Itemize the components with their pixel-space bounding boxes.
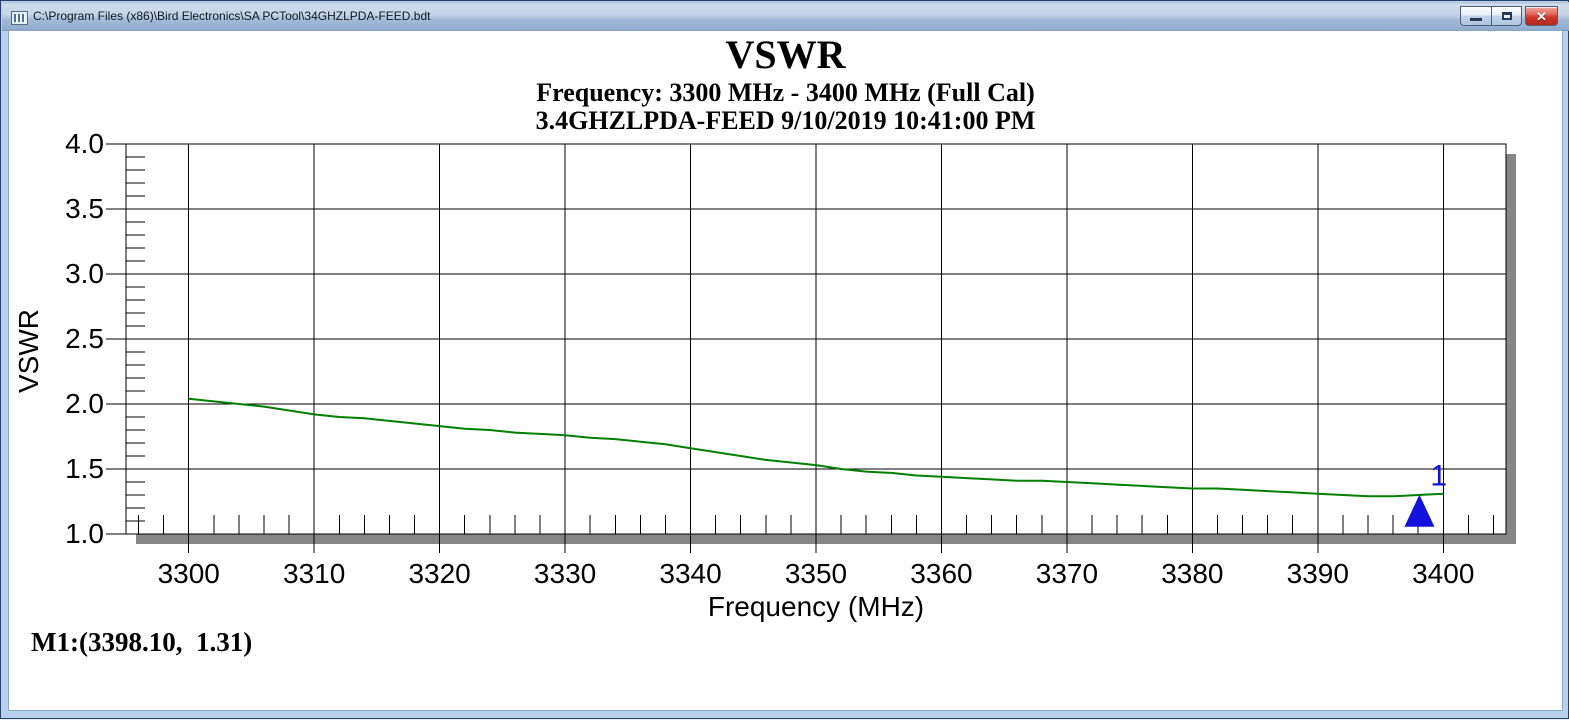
window-title: C:\Program Files (x86)\Bird Electronics\… <box>33 9 431 23</box>
x-axis-title: Frequency (MHz) <box>707 591 925 622</box>
document-icon <box>11 11 28 25</box>
y-tick-label: 1.5 <box>65 453 104 484</box>
x-tick-label: 3360 <box>910 558 973 589</box>
close-icon: ✕ <box>1536 8 1547 24</box>
x-tick-label: 3330 <box>533 558 597 589</box>
x-tick-label: 3350 <box>784 558 848 589</box>
x-tick-label: 3320 <box>408 558 471 589</box>
y-tick-label: 3.5 <box>65 193 104 224</box>
marker-triangle[interactable] <box>1404 494 1435 527</box>
x-tick-label: 3300 <box>157 558 220 589</box>
x-tick-label: 3310 <box>283 558 346 589</box>
y-tick-label: 2.5 <box>65 323 104 354</box>
x-tick-label: 3340 <box>659 558 722 589</box>
chart-subtitle-file: 3.4GHZLPDA-FEED 9/10/2019 10:41:00 PM <box>535 106 1036 135</box>
y-tick-label: 3.0 <box>65 258 104 289</box>
y-axis-title: VSWR <box>13 309 44 393</box>
close-button[interactable]: ✕ <box>1525 6 1558 26</box>
restore-button[interactable] <box>1491 6 1522 26</box>
chart-subtitle-frequency: Frequency: 3300 MHz - 3400 MHz (Full Cal… <box>536 78 1035 107</box>
y-tick-label: 2.0 <box>65 388 104 419</box>
minimize-icon <box>1470 17 1482 21</box>
marker-readout: M1:(3398.10, 1.31) <box>31 627 253 657</box>
x-tick-label: 3390 <box>1286 558 1349 589</box>
x-tick-label: 3400 <box>1412 558 1475 589</box>
vswr-trace <box>188 397 1444 498</box>
x-tick-label: 3380 <box>1161 558 1224 589</box>
marker-number-label: 1 <box>1430 460 1447 493</box>
y-tick-label: 4.0 <box>65 128 104 159</box>
y-tick-label: 1.0 <box>65 518 104 549</box>
chart-title: VSWR <box>725 32 846 77</box>
restore-icon <box>1501 12 1512 20</box>
x-tick-label: 3370 <box>1035 558 1099 589</box>
titlebar[interactable]: C:\Program Files (x86)\Bird Electronics\… <box>2 2 1569 31</box>
minimize-button[interactable] <box>1460 6 1491 26</box>
window-controls: ✕ <box>1460 6 1558 26</box>
